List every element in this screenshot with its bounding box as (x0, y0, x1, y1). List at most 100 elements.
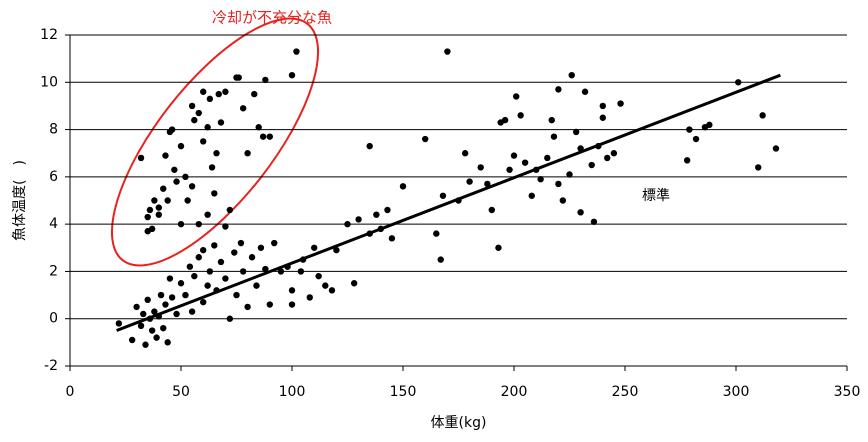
point (115, 320, 123, 327)
y-tick-label: 4 (49, 216, 58, 232)
point (548, 116, 555, 124)
point (204, 282, 211, 289)
y-tick-label: 8 (49, 122, 58, 138)
point (184, 197, 191, 204)
y-axis-label: 魚体温度( ) (12, 160, 28, 241)
point (333, 246, 340, 254)
x-tick-label: 100 (279, 384, 306, 400)
point (297, 268, 305, 275)
point (528, 192, 535, 199)
point (226, 315, 234, 322)
point (137, 322, 145, 330)
point (433, 230, 440, 237)
point (735, 79, 742, 86)
point (133, 303, 140, 311)
point (293, 48, 300, 55)
point (140, 310, 147, 318)
point (437, 256, 444, 263)
highlight-ellipse (110, 17, 320, 267)
point (157, 291, 165, 299)
point (168, 126, 176, 133)
point (173, 310, 180, 318)
point (501, 116, 509, 124)
point (217, 119, 225, 126)
point (200, 246, 207, 254)
point (217, 258, 225, 266)
x-tick-label: 300 (723, 384, 750, 400)
point (288, 301, 296, 308)
point (188, 102, 196, 110)
point (544, 154, 551, 162)
point (577, 209, 584, 216)
point (244, 150, 251, 157)
point (604, 154, 611, 162)
point (461, 150, 469, 157)
point (222, 223, 229, 230)
point (188, 183, 196, 190)
point (144, 228, 151, 235)
point (177, 280, 185, 287)
point (581, 88, 589, 95)
point (692, 135, 700, 143)
point (182, 291, 189, 299)
y-tick-label: 6 (49, 169, 58, 185)
point (177, 142, 185, 150)
point (162, 152, 169, 159)
point (588, 161, 595, 169)
point (388, 235, 396, 242)
point (306, 294, 313, 301)
point (144, 213, 151, 221)
point (521, 159, 529, 166)
point (373, 211, 380, 218)
point (239, 105, 247, 112)
point (506, 166, 513, 173)
point (251, 90, 258, 98)
point (235, 74, 242, 81)
point (259, 133, 267, 140)
point (222, 275, 229, 282)
point (610, 150, 618, 157)
point (206, 95, 214, 103)
point (128, 336, 136, 344)
point (151, 308, 158, 315)
point (444, 48, 451, 55)
trend-line (116, 73, 781, 332)
point (206, 268, 214, 275)
point (200, 88, 207, 95)
point (253, 282, 260, 289)
point (686, 126, 693, 133)
point (164, 197, 171, 204)
point (153, 334, 160, 341)
point (706, 121, 713, 129)
point (439, 192, 447, 199)
point (344, 220, 351, 228)
point (599, 114, 606, 121)
point (233, 291, 240, 299)
point (288, 287, 296, 294)
point (195, 109, 202, 117)
point (262, 76, 269, 84)
y-tick-label: -2 (44, 358, 58, 374)
point (148, 327, 156, 334)
point (488, 206, 495, 214)
point (683, 157, 691, 164)
point (510, 152, 518, 159)
point (266, 301, 273, 308)
point (160, 324, 167, 332)
point (164, 339, 171, 346)
y-tick-label: 2 (49, 263, 58, 279)
point (173, 178, 180, 185)
point (155, 204, 162, 211)
point (195, 254, 202, 261)
point (142, 341, 149, 348)
point (222, 88, 229, 95)
point (239, 268, 247, 275)
y-tick-label: 0 (49, 311, 58, 327)
x-tick-label: 250 (612, 384, 639, 400)
point (517, 112, 524, 119)
point (213, 150, 220, 157)
point (151, 197, 158, 204)
point (366, 142, 373, 150)
point (271, 239, 278, 247)
